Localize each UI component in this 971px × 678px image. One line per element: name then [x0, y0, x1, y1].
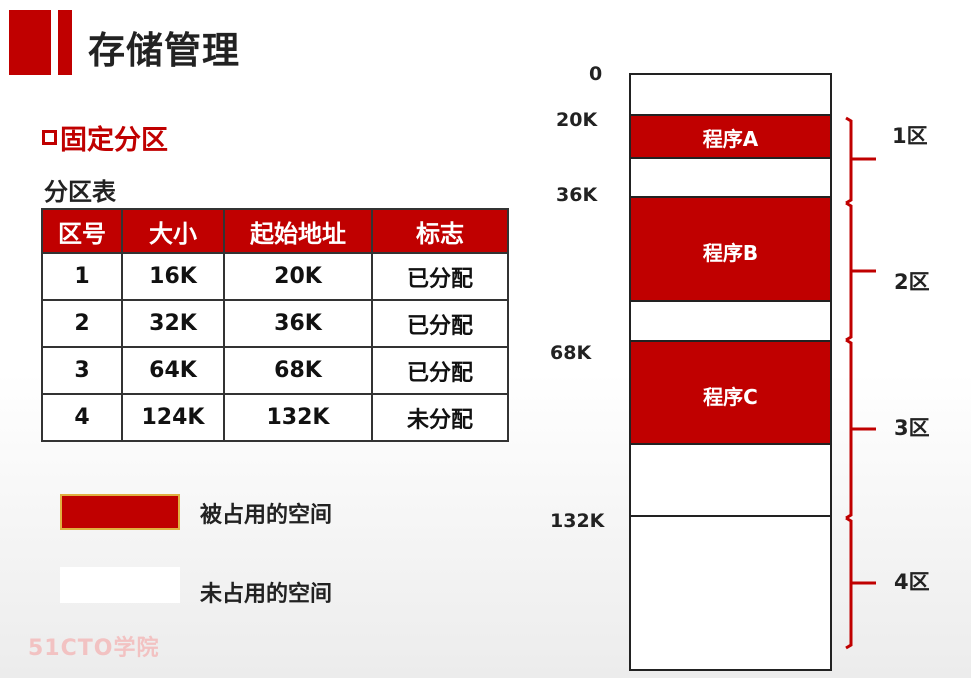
table-cell: 已分配 — [371, 299, 509, 348]
memory-divider — [631, 300, 830, 302]
legend-label-used: 被占用的空间 — [200, 503, 333, 528]
zone-brace-3 — [845, 338, 876, 520]
section-title: 固定分区 — [60, 125, 168, 156]
memory-divider — [631, 196, 830, 198]
address-label-0: 0 — [589, 63, 603, 85]
program-block-a: 程序A — [631, 116, 830, 158]
address-label-132k: 132K — [550, 510, 605, 532]
address-label-20k: 20K — [556, 109, 598, 131]
address-label-36k: 36K — [556, 184, 598, 206]
memory-divider — [631, 515, 830, 517]
zone-label-3: 3区 — [894, 416, 930, 440]
address-label-68k: 68K — [550, 342, 592, 364]
table-cell: 64K — [121, 346, 225, 395]
table-cell: 124K — [121, 393, 225, 442]
table-cell: 已分配 — [371, 346, 509, 395]
slide-title: 存储管理 — [88, 29, 240, 72]
zone-label-2: 2区 — [894, 270, 930, 294]
title-accent-bar — [9, 10, 51, 75]
table-cell: 32K — [121, 299, 225, 348]
memory-divider — [631, 340, 830, 342]
zone-label-4: 4区 — [894, 570, 930, 594]
section-heading: 固定分区 — [42, 118, 168, 157]
table-cell: 36K — [223, 299, 373, 348]
memory-divider — [631, 114, 830, 116]
table-header-row: 区号 大小 起始地址 标志 — [41, 208, 509, 254]
header-cell-size: 大小 — [121, 208, 225, 254]
program-label-c: 程序C — [703, 385, 758, 409]
header-cell-zone-no: 区号 — [41, 208, 123, 254]
table-cell: 未分配 — [371, 393, 509, 442]
table-cell: 2 — [41, 299, 123, 348]
header-cell-flag: 标志 — [371, 208, 509, 254]
zone-brace-1 — [845, 116, 876, 205]
table-row: 1 16K 20K 已分配 — [41, 252, 509, 301]
table-cell: 3 — [41, 346, 123, 395]
table-cell: 20K — [223, 252, 373, 301]
program-block-b: 程序B — [631, 197, 830, 301]
header-cell-start-address: 起始地址 — [223, 208, 373, 254]
table-row: 3 64K 68K 已分配 — [41, 346, 509, 395]
program-block-c: 程序C — [631, 341, 830, 444]
memory-divider — [631, 157, 830, 159]
watermark-logo: 51CTO学院 — [28, 636, 160, 661]
zone-brace-4 — [845, 516, 876, 650]
table-cell: 132K — [223, 393, 373, 442]
square-bullet-icon — [42, 130, 57, 145]
table-row: 4 124K 132K 未分配 — [41, 393, 509, 442]
legend-swatch-free — [60, 567, 180, 603]
zone-label-1: 1区 — [892, 124, 928, 148]
table-cell: 4 — [41, 393, 123, 442]
legend-swatch-used — [60, 494, 180, 530]
memory-divider — [631, 443, 830, 445]
program-label-a: 程序A — [702, 126, 759, 151]
table-cell: 1 — [41, 252, 123, 301]
table-cell: 68K — [223, 346, 373, 395]
zone-brace-2 — [845, 201, 876, 342]
legend-label-free: 未占用的空间 — [200, 582, 333, 607]
program-label-b: 程序B — [702, 241, 759, 265]
table-cell: 已分配 — [371, 252, 509, 301]
table-row: 2 32K 36K 已分配 — [41, 299, 509, 348]
table-caption: 分区表 — [44, 178, 116, 206]
partition-table: 区号 大小 起始地址 标志 1 16K 20K 已分配 2 32K 36K 已分… — [41, 208, 509, 442]
title-accent-bar-thin — [58, 10, 72, 75]
table-cell: 16K — [121, 252, 225, 301]
